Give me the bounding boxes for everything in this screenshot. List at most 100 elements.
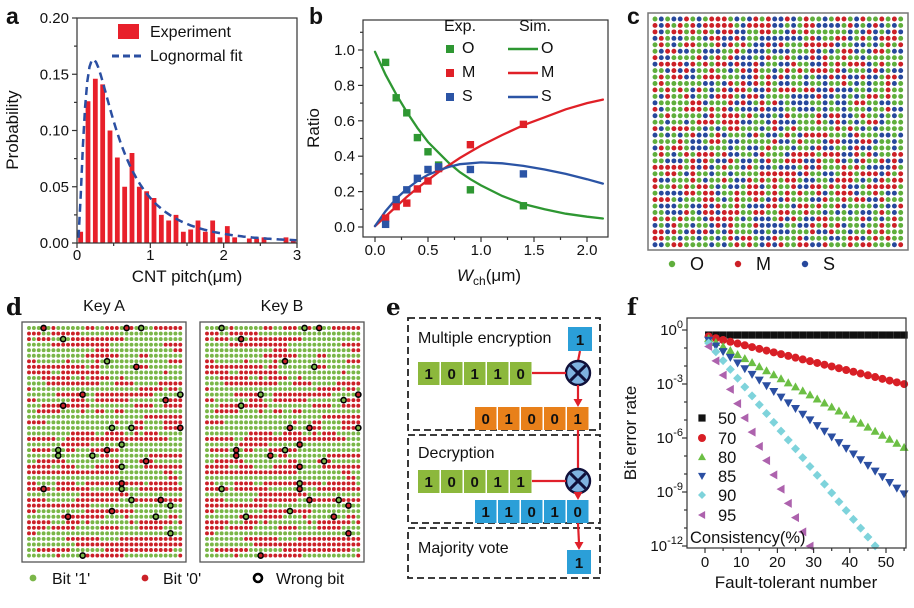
legend-wrong-bit: Wrong bit	[276, 571, 345, 588]
enc-key-bit: 1	[494, 366, 502, 383]
panel-a-histogram-chart: 0 1 2 3 0.00 0.05 0.10 0.15 0.20 CNT pitch(μm) Pro…	[3, 10, 301, 286]
y-tick-label: 100	[660, 319, 683, 339]
y-tick-label: 0.2	[334, 184, 355, 201]
legend-bit0: Bit '0'	[163, 571, 201, 588]
y-tick-label: 10-9	[657, 481, 683, 501]
enc-key-cell	[418, 362, 440, 385]
series-50	[705, 331, 908, 339]
flow-e: Multiple encryption Decryption Majority vo…	[407, 317, 601, 579]
plot-b: 0.0 0.5 1.0 1.5 2.0 0.0 0.2 0.4 0.6 0.8 1.0 Ratio Wc…	[304, 18, 609, 288]
title-multiple-encryption: Multiple encryption	[418, 330, 551, 347]
enc-out-cell	[498, 407, 520, 430]
legend-label-experiment: Experiment	[150, 24, 231, 41]
enc-key-bit: 0	[448, 366, 456, 383]
panel-b-label: b	[309, 3, 324, 29]
x-axis-title: Wch(μm)	[457, 266, 521, 288]
histogram-bars	[78, 78, 296, 243]
legend-d: Bit '1' Bit '0' Wrong bit	[29, 571, 345, 588]
series-80	[704, 333, 909, 451]
dec-out-bit: 1	[551, 504, 559, 521]
key-b-title: Key B	[261, 298, 304, 315]
legend-f-90: 90	[718, 487, 736, 505]
dec-key-bit: 0	[448, 474, 456, 491]
dec-out-cell	[475, 500, 497, 523]
dec-key-cell	[441, 470, 463, 493]
legend-header-exp: Exp.	[444, 18, 476, 35]
dec-out-cell	[498, 500, 520, 523]
legend-f-title: Consistency(%)	[690, 529, 806, 547]
panel-d-key-maps: Key A Key B Bit '1' Bit '0' Wrong bit	[21, 298, 365, 588]
x-tick-label: 1	[146, 247, 154, 264]
dec-key-bit: 1	[494, 474, 502, 491]
sim-line-O	[373, 50, 605, 220]
enc-out-bit: 0	[528, 411, 536, 428]
legend-c-M: M	[756, 254, 771, 274]
key-b-map: Key B	[199, 298, 365, 563]
y-axis-title: Probability	[3, 90, 22, 170]
y-axis-title: Bit error rate	[621, 386, 640, 480]
x-tick-label: 1.0	[471, 242, 492, 259]
panel-e-encryption-flow: Multiple encryption Decryption Majority vo…	[407, 317, 601, 579]
enc-out-cell	[475, 407, 497, 430]
enc-out-bit: 1	[574, 411, 582, 428]
dec-key-bit: 1	[517, 474, 525, 491]
enc-key-cell	[441, 362, 463, 385]
dec-key-cell	[510, 470, 532, 493]
plot-f: 0 10 20 30 40 50 100 10-3 10-6 10-9 10-12 Bit error…	[621, 317, 909, 592]
x-tick-label: 10	[733, 554, 750, 571]
enc-key-bit: 0	[517, 366, 525, 383]
y-axis-title: Ratio	[304, 108, 323, 148]
legend-f-50: 50	[718, 410, 736, 428]
series-95	[704, 342, 814, 551]
dec-out-cell	[567, 500, 589, 523]
y-tick-label: 0.15	[40, 66, 69, 83]
panel-f-ber-chart: 0 10 20 30 40 50 100 10-3 10-6 10-9 10-12 Bit error…	[621, 317, 909, 592]
x-tick-label: 2	[219, 247, 227, 264]
legend-c-S: S	[823, 254, 835, 274]
enc-key-cell	[464, 362, 486, 385]
y-tick-label: 0.10	[40, 123, 69, 140]
dec-out-cell	[521, 500, 543, 523]
y-tick-label: 1.0	[334, 42, 355, 59]
legend-sim-O: O	[541, 40, 553, 57]
x-tick-label: 0	[701, 554, 709, 571]
dec-key-bit: 0	[471, 474, 479, 491]
panel-e-label: e	[386, 294, 401, 321]
legend-c-O: O	[690, 254, 704, 274]
y-tick-label: 10-6	[657, 427, 683, 447]
x-tick-label: 3	[293, 247, 301, 264]
y-tick-label: 0.00	[40, 235, 69, 252]
panel-f-label: f	[627, 294, 637, 321]
legend-exp-S: S	[462, 88, 473, 105]
y-tick-label: 0.4	[334, 148, 355, 165]
x-tick-label: 20	[769, 554, 786, 571]
input-bit-cell-bit: 1	[576, 332, 584, 349]
dec-out-bit: 0	[528, 504, 536, 521]
enc-key-bit: 1	[425, 366, 433, 383]
result-bit-cell	[567, 550, 591, 574]
dec-key-cell	[487, 470, 509, 493]
series-70	[704, 332, 909, 389]
title-majority-vote: Majority vote	[418, 540, 509, 557]
x-axis-title: Fault-tolerant number	[715, 573, 878, 592]
key-a-map: Key A	[21, 298, 187, 563]
x-tick-label: 1.5	[524, 242, 545, 259]
x-tick-label: 0.0	[365, 242, 386, 259]
y-tick-label: 10-3	[657, 373, 683, 393]
panel-d-label: d	[6, 294, 23, 321]
legend-f-80: 80	[718, 449, 736, 467]
legend-a: Experiment Lognormal fit	[112, 24, 243, 65]
x-tick-label: 0.5	[418, 242, 439, 259]
legend-label-lognormal-fit: Lognormal fit	[150, 48, 243, 65]
legend-exp-M: M	[462, 64, 475, 81]
dec-out-cell	[544, 500, 566, 523]
dec-key-cell	[464, 470, 486, 493]
plot-a: 0 1 2 3 0.00 0.05 0.10 0.15 0.20 CNT pitch(μm) Pro…	[3, 10, 301, 286]
y-tick-label: 0.0	[334, 219, 355, 236]
enc-out-cell	[544, 407, 566, 430]
